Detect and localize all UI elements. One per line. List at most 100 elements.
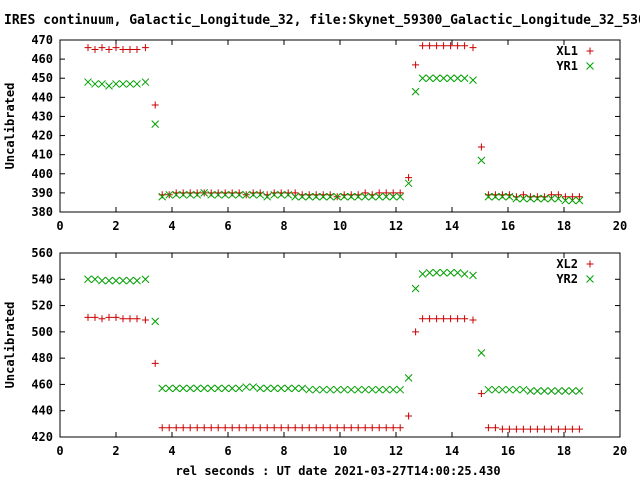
y-tick-label: 460 xyxy=(31,52,53,66)
data-point-xl2 xyxy=(512,425,520,433)
data-point-yr2 xyxy=(396,385,405,394)
data-point-xl1 xyxy=(419,42,427,50)
data-point-xl1 xyxy=(291,189,299,197)
y-tick-label: 460 xyxy=(31,377,53,391)
plot-frame xyxy=(59,39,621,213)
data-point-xl2 xyxy=(396,424,404,432)
data-point-xl1 xyxy=(133,46,141,54)
y-tick-label: 500 xyxy=(31,325,53,339)
data-point-yr1 xyxy=(242,190,251,199)
y-tick-label: 430 xyxy=(31,109,53,123)
data-point-xl2 xyxy=(454,315,462,323)
data-point-yr1 xyxy=(519,194,528,203)
data-point-yr1 xyxy=(186,190,195,199)
data-point-xl1 xyxy=(519,191,527,199)
data-point-xl2 xyxy=(133,315,141,323)
x-tick-label: 18 xyxy=(557,219,571,233)
data-point-yr1 xyxy=(512,194,521,203)
data-point-yr2 xyxy=(561,387,570,395)
data-point-yr1 xyxy=(389,192,398,201)
legend-marker-yr1 xyxy=(586,62,594,70)
data-point-yr2 xyxy=(305,385,314,394)
data-point-yr2 xyxy=(460,270,469,278)
data-point-yr1 xyxy=(214,190,223,199)
data-point-yr2 xyxy=(547,387,556,395)
legend-label-yr1: YR1 xyxy=(556,59,578,73)
data-point-yr1 xyxy=(347,192,356,201)
x-tick-label: 2 xyxy=(112,219,119,233)
data-point-xl1 xyxy=(412,61,420,69)
data-point-yr2 xyxy=(540,387,549,395)
data-point-yr1 xyxy=(333,192,342,201)
data-point-yr1 xyxy=(228,190,237,199)
data-point-xl1 xyxy=(151,101,159,109)
data-point-xl2 xyxy=(575,425,583,433)
data-point-yr2 xyxy=(200,384,209,393)
data-point-yr2 xyxy=(141,275,150,284)
data-point-xl1 xyxy=(375,189,383,197)
data-point-xl2 xyxy=(112,313,120,321)
data-point-xl2 xyxy=(419,315,427,323)
data-point-xl2 xyxy=(526,425,534,433)
data-point-yr1 xyxy=(432,74,441,83)
data-point-xl1 xyxy=(389,189,397,197)
data-point-xl2 xyxy=(221,424,229,432)
data-point-xl2 xyxy=(249,424,257,432)
data-point-yr1 xyxy=(540,194,549,203)
data-point-yr1 xyxy=(382,192,391,201)
data-point-yr1 xyxy=(418,74,427,83)
y-tick-label: 470 xyxy=(31,33,53,47)
y-tick-label: 420 xyxy=(31,430,53,444)
data-point-yr2 xyxy=(179,384,188,393)
data-point-yr1 xyxy=(404,179,413,188)
x-tick-label: 2 xyxy=(112,444,119,458)
legend-marker-xl1 xyxy=(586,47,594,55)
data-point-yr1 xyxy=(141,78,150,86)
data-point-yr1 xyxy=(554,194,563,203)
data-point-xl2 xyxy=(84,313,92,321)
data-point-yr1 xyxy=(221,190,230,199)
data-point-xl2 xyxy=(354,424,362,432)
data-point-xl2 xyxy=(561,425,569,433)
x-tick-label: 8 xyxy=(280,444,287,458)
data-point-xl2 xyxy=(291,424,299,432)
data-point-yr2 xyxy=(112,276,120,285)
data-point-yr2 xyxy=(326,385,335,394)
data-point-yr2 xyxy=(519,385,528,394)
data-point-yr2 xyxy=(235,384,244,393)
x-tick-label: 0 xyxy=(56,219,63,233)
data-point-yr2 xyxy=(119,276,127,285)
data-point-yr1 xyxy=(368,192,377,201)
data-point-yr1 xyxy=(284,190,293,199)
data-point-yr2 xyxy=(228,384,237,393)
data-point-xl1 xyxy=(454,42,462,50)
data-point-yr1 xyxy=(361,192,370,201)
x-tick-label: 8 xyxy=(280,219,287,233)
data-point-xl1 xyxy=(98,44,106,52)
data-point-yr1 xyxy=(312,192,321,201)
data-point-xl2 xyxy=(172,424,180,432)
x-tick-label: 14 xyxy=(445,444,459,458)
data-point-xl1 xyxy=(447,42,455,50)
data-point-yr1 xyxy=(498,192,507,201)
data-point-xl2 xyxy=(193,424,201,432)
data-point-yr1 xyxy=(411,87,420,96)
data-point-xl2 xyxy=(568,425,576,433)
data-point-xl2 xyxy=(426,315,434,323)
data-point-xl2 xyxy=(469,316,477,324)
data-point-yr1 xyxy=(91,80,99,88)
data-point-yr1 xyxy=(263,192,272,201)
data-point-xl2 xyxy=(484,424,492,432)
data-point-yr2 xyxy=(207,384,216,393)
data-point-yr2 xyxy=(91,275,99,284)
data-point-yr1 xyxy=(477,156,486,165)
data-point-xl1 xyxy=(469,44,477,52)
data-point-xl2 xyxy=(447,315,455,323)
data-point-xl2 xyxy=(141,316,149,324)
data-point-yr1 xyxy=(172,190,181,199)
data-point-yr1 xyxy=(105,82,113,90)
data-point-yr2 xyxy=(186,384,195,393)
data-point-xl1 xyxy=(440,42,448,50)
data-point-yr2 xyxy=(382,385,391,394)
data-point-yr1 xyxy=(319,192,328,201)
